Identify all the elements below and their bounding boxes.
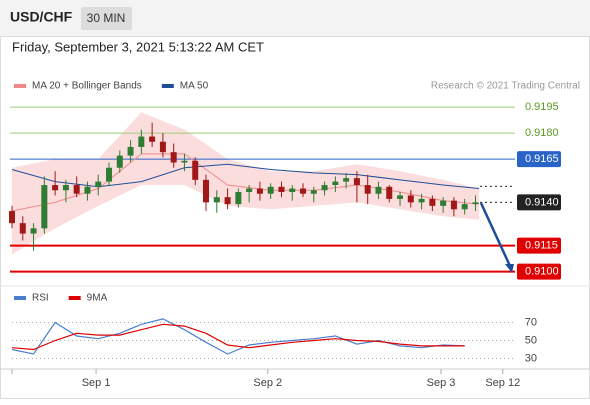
level-label: 0.9180 bbox=[525, 127, 559, 139]
candle-body bbox=[397, 195, 404, 199]
x-tick-label: Sep 1 bbox=[82, 377, 111, 389]
indicator-line bbox=[11, 318, 465, 355]
level-label-box bbox=[517, 263, 561, 280]
candle-body bbox=[418, 198, 425, 203]
forecast-arrow bbox=[479, 202, 512, 267]
y-tick-label: 50 bbox=[525, 334, 537, 346]
candle-body bbox=[9, 211, 15, 224]
candle-body bbox=[192, 160, 199, 180]
candle-body bbox=[300, 188, 307, 194]
legend-swatch bbox=[68, 296, 81, 300]
y-tick-label: 70 bbox=[525, 316, 537, 328]
legend-label: 9MA bbox=[87, 293, 108, 304]
level-label: 0.9165 bbox=[525, 153, 559, 165]
legend-label: RSI bbox=[32, 293, 49, 304]
x-tick-label: Sep 12 bbox=[485, 377, 520, 389]
candle-body bbox=[203, 179, 210, 203]
credit: Research © 2021 Trading Central bbox=[431, 81, 580, 92]
candle-body bbox=[278, 186, 285, 192]
candle-body bbox=[138, 136, 145, 147]
indicator-line bbox=[11, 323, 465, 351]
level-label-box bbox=[517, 237, 561, 254]
candle-body bbox=[159, 141, 166, 153]
candle-body bbox=[472, 202, 479, 205]
candle-body bbox=[52, 185, 59, 191]
legend-label: MA 50 bbox=[180, 81, 209, 92]
candle-body bbox=[127, 146, 134, 156]
candle-body bbox=[407, 195, 414, 203]
timeframe: 30 MIN bbox=[87, 11, 126, 25]
candle-body bbox=[73, 185, 80, 194]
candle-body bbox=[95, 181, 102, 187]
legend-swatch bbox=[14, 84, 26, 88]
timeframe-button[interactable] bbox=[81, 7, 132, 30]
candle-body bbox=[267, 186, 274, 194]
arrow-head bbox=[505, 264, 514, 273]
level-label-box bbox=[517, 194, 561, 211]
candle-body bbox=[19, 223, 26, 234]
datetime: Friday, September 3, 2021 5:13:22 AM CET bbox=[12, 39, 264, 54]
candle-body bbox=[170, 152, 177, 163]
candle-body bbox=[62, 185, 69, 191]
candle-body bbox=[375, 186, 382, 194]
candle-body bbox=[106, 167, 113, 182]
candle-body bbox=[246, 188, 253, 192]
legend-swatch bbox=[161, 84, 174, 88]
legend-swatch bbox=[14, 296, 26, 300]
bollinger-band bbox=[12, 112, 480, 255]
candle-body bbox=[343, 178, 350, 182]
candle-body bbox=[321, 185, 328, 191]
moving-average bbox=[11, 163, 480, 190]
candle-body bbox=[149, 136, 156, 142]
level-label: 0.9115 bbox=[525, 240, 558, 252]
candle-body bbox=[30, 228, 37, 234]
candle-body bbox=[450, 200, 457, 210]
level-label: 0.9195 bbox=[525, 101, 559, 113]
level-label-box bbox=[517, 151, 561, 168]
candle-body bbox=[256, 188, 263, 194]
level-label: 0.9140 bbox=[525, 196, 559, 208]
legend-label: MA 20 + Bollinger Bands bbox=[32, 81, 142, 92]
candle-body bbox=[224, 197, 231, 205]
candle-body bbox=[235, 191, 242, 205]
candle-body bbox=[386, 186, 393, 199]
candle-body bbox=[84, 186, 91, 194]
x-tick-label: Sep 2 bbox=[253, 377, 282, 389]
candle-body bbox=[310, 190, 317, 194]
candle-body bbox=[181, 160, 188, 163]
candle-body bbox=[41, 185, 48, 229]
level-label: 0.9100 bbox=[525, 266, 559, 278]
candle-body bbox=[461, 204, 468, 210]
candle-body bbox=[213, 197, 220, 203]
candle-body bbox=[332, 181, 339, 186]
candle-body bbox=[353, 178, 360, 186]
candle-body bbox=[429, 198, 436, 206]
candle-body bbox=[364, 185, 371, 194]
candle-body bbox=[116, 155, 123, 168]
x-tick-label: Sep 3 bbox=[427, 377, 456, 389]
candle-body bbox=[440, 200, 447, 206]
symbol: USD/CHF bbox=[10, 9, 73, 25]
candle-body bbox=[289, 188, 296, 192]
y-tick-label: 30 bbox=[525, 352, 537, 364]
